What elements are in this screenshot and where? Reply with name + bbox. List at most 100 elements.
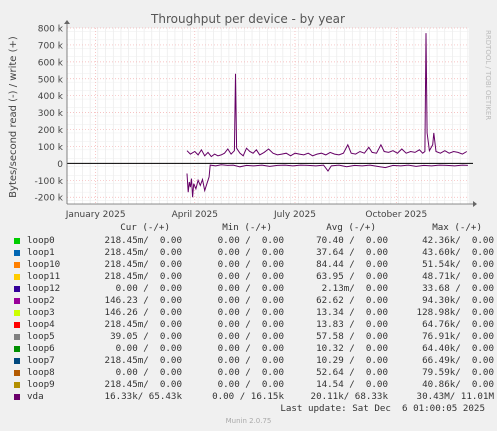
- legend-avg: 70.40 / 0.00: [316, 235, 388, 246]
- legend-min: 0.00 / 0.00: [217, 379, 284, 390]
- legend-cur: 146.23 / 0.00: [104, 295, 182, 306]
- legend-avg: 37.64 / 0.00: [316, 247, 388, 258]
- legend-name: loop11: [27, 271, 61, 282]
- legend-header-min: Min (-/+): [222, 222, 272, 233]
- legend-row-loop1: loop1 218.45m/ 0.00 0.00 / 0.00 37.64 / 0.0…: [12, 247, 497, 259]
- legend-name: loop7: [27, 355, 55, 366]
- legend-row-loop9: loop9 218.45m/ 0.00 0.00 / 0.00 14.54 / 0.0…: [12, 379, 497, 391]
- legend-swatch: [14, 298, 20, 304]
- legend-swatch: [14, 382, 20, 388]
- legend-row-vda: vda 16.33k/ 65.43k 0.00 / 16.15k 20.11k/ 68…: [12, 391, 497, 403]
- legend-row-loop6: loop6 0.00 / 0.00 0.00 / 0.00 10.32 / 0.00 6…: [12, 343, 497, 355]
- legend-swatch: [14, 286, 20, 292]
- legend-min: 0.00 / 0.00: [217, 343, 284, 354]
- y-tick-label: 100 k: [38, 143, 64, 153]
- legend-name: loop4: [27, 319, 55, 330]
- legend-cur: 0.00 / 0.00: [115, 343, 182, 354]
- chart: Throughput per device - by year Bytes/se…: [8, 12, 492, 220]
- legend-cur: 39.05 / 0.00: [110, 331, 182, 342]
- legend-avg: 52.64 / 0.00: [316, 367, 388, 378]
- legend-swatch: [14, 238, 20, 244]
- legend-max: 64.40k/ 0.00: [422, 343, 494, 354]
- legend-name: loop1: [27, 247, 55, 258]
- legend-avg: 84.44 / 0.00: [316, 259, 388, 270]
- legend-max: 94.30k/ 0.00: [422, 295, 494, 306]
- legend-max: 30.43M/ 11.01M: [416, 391, 494, 402]
- legend-header-max: Max (-/+): [432, 222, 482, 233]
- legend-min: 0.00 / 0.00: [217, 319, 284, 330]
- y-tick-label: 600 k: [38, 58, 64, 68]
- legend-max: 128.98k/ 0.00: [416, 307, 494, 318]
- legend-row-loop12: loop12 0.00 / 0.00 0.00 / 0.00 2.13m/ 0.00 3…: [12, 283, 497, 295]
- last-update: Last update: Sat Dec 6 01:00:05 2025: [280, 403, 485, 414]
- legend-max: 33.68 / 0.00: [422, 283, 494, 294]
- legend-cur: 0.00 / 0.00: [115, 283, 182, 294]
- legend-swatch: [14, 346, 20, 352]
- legend-avg: 13.83 / 0.00: [316, 319, 388, 330]
- legend-swatch: [14, 334, 20, 340]
- legend-max: 64.76k/ 0.00: [422, 319, 494, 330]
- legend-row-loop8: loop8 0.00 / 0.00 0.00 / 0.00 52.64 / 0.00 7…: [12, 367, 497, 379]
- legend-row-loop2: loop2 146.23 / 0.00 0.00 / 0.00 62.62 / 0.0…: [12, 295, 497, 307]
- legend-row-loop3: loop3 146.26 / 0.00 0.00 / 0.00 13.34 / 0.0…: [12, 307, 497, 319]
- legend-swatch: [14, 262, 20, 268]
- y-tick-label: 500 k: [38, 75, 64, 85]
- legend-swatch: [14, 274, 20, 280]
- y-tick-label: 700 k: [38, 41, 64, 51]
- legend-cur: 218.45m/ 0.00: [104, 355, 182, 366]
- legend-avg: 2.13m/ 0.00: [321, 283, 388, 294]
- legend-min: 0.00 / 0.00: [217, 295, 284, 306]
- legend-name: loop12: [27, 283, 61, 294]
- legend-swatch: [14, 394, 20, 400]
- legend-row-loop11: loop11 218.45m/ 0.00 0.00 / 0.00 63.95 / 0.…: [12, 271, 497, 283]
- legend-avg: 20.11k/ 68.33k: [310, 391, 388, 402]
- x-tick-label: January 2025: [65, 210, 126, 220]
- y-tick-label: -100 k: [35, 177, 64, 187]
- y-tick-label: 200 k: [38, 126, 64, 136]
- legend-avg: 10.32 / 0.00: [316, 343, 388, 354]
- legend-min: 0.00 / 0.00: [217, 283, 284, 294]
- legend-cur: 218.45m/ 0.00: [104, 247, 182, 258]
- legend-avg: 62.62 / 0.00: [316, 295, 388, 306]
- legend-swatch: [14, 310, 20, 316]
- legend-cur: 16.33k/ 65.43k: [104, 391, 182, 402]
- legend-cur: 0.00 / 0.00: [115, 367, 182, 378]
- y-axis-label: Bytes/second read (-) / write (+): [8, 36, 19, 198]
- legend-swatch: [14, 370, 20, 376]
- legend-min: 0.00 / 0.00: [217, 271, 284, 282]
- y-tick-label: 300 k: [38, 109, 64, 119]
- y-tick-label: 400 k: [38, 92, 64, 102]
- legend-min: 0.00 / 0.00: [217, 355, 284, 366]
- legend-header-avg: Avg (-/+): [326, 222, 376, 233]
- legend-name: loop9: [27, 379, 55, 390]
- legend-cur: 218.45m/ 0.00: [104, 235, 182, 246]
- y-axis-arrow: [64, 20, 70, 24]
- legend-avg: 13.34 / 0.00: [316, 307, 388, 318]
- legend-swatch: [14, 358, 20, 364]
- watermark: RRDTOOL / TOBI OETIKER: [484, 30, 492, 120]
- legend-min: 0.00 / 0.00: [217, 259, 284, 270]
- legend-max: 66.49k/ 0.00: [422, 355, 494, 366]
- chart-title: Throughput per device - by year: [150, 12, 345, 26]
- x-tick-label: April 2025: [172, 210, 218, 220]
- legend-avg: 63.95 / 0.00: [316, 271, 388, 282]
- legend-min: 0.00 / 0.00: [217, 367, 284, 378]
- legend-max: 43.60k/ 0.00: [422, 247, 494, 258]
- y-tick-label: -200 k: [35, 194, 64, 204]
- x-tick-label: July 2025: [273, 210, 316, 220]
- legend-header-cur: Cur (-/+): [120, 222, 170, 233]
- legend-max: 42.36k/ 0.00: [422, 235, 494, 246]
- series-vda-read: [186, 164, 468, 198]
- legend-name: loop3: [27, 307, 55, 318]
- legend-name: loop8: [27, 367, 55, 378]
- legend-max: 76.91k/ 0.00: [422, 331, 494, 342]
- legend-min: 0.00 / 0.00: [217, 331, 284, 342]
- legend-max: 79.59k/ 0.00: [422, 367, 494, 378]
- legend-name: loop10: [27, 259, 61, 270]
- series-vda-write: [186, 33, 468, 158]
- legend-max: 51.54k/ 0.00: [422, 259, 494, 270]
- x-axis-arrow: [473, 201, 477, 207]
- legend-max: 40.86k/ 0.00: [422, 379, 494, 390]
- legend-avg: 14.54 / 0.00: [316, 379, 388, 390]
- legend-name: loop6: [27, 343, 55, 354]
